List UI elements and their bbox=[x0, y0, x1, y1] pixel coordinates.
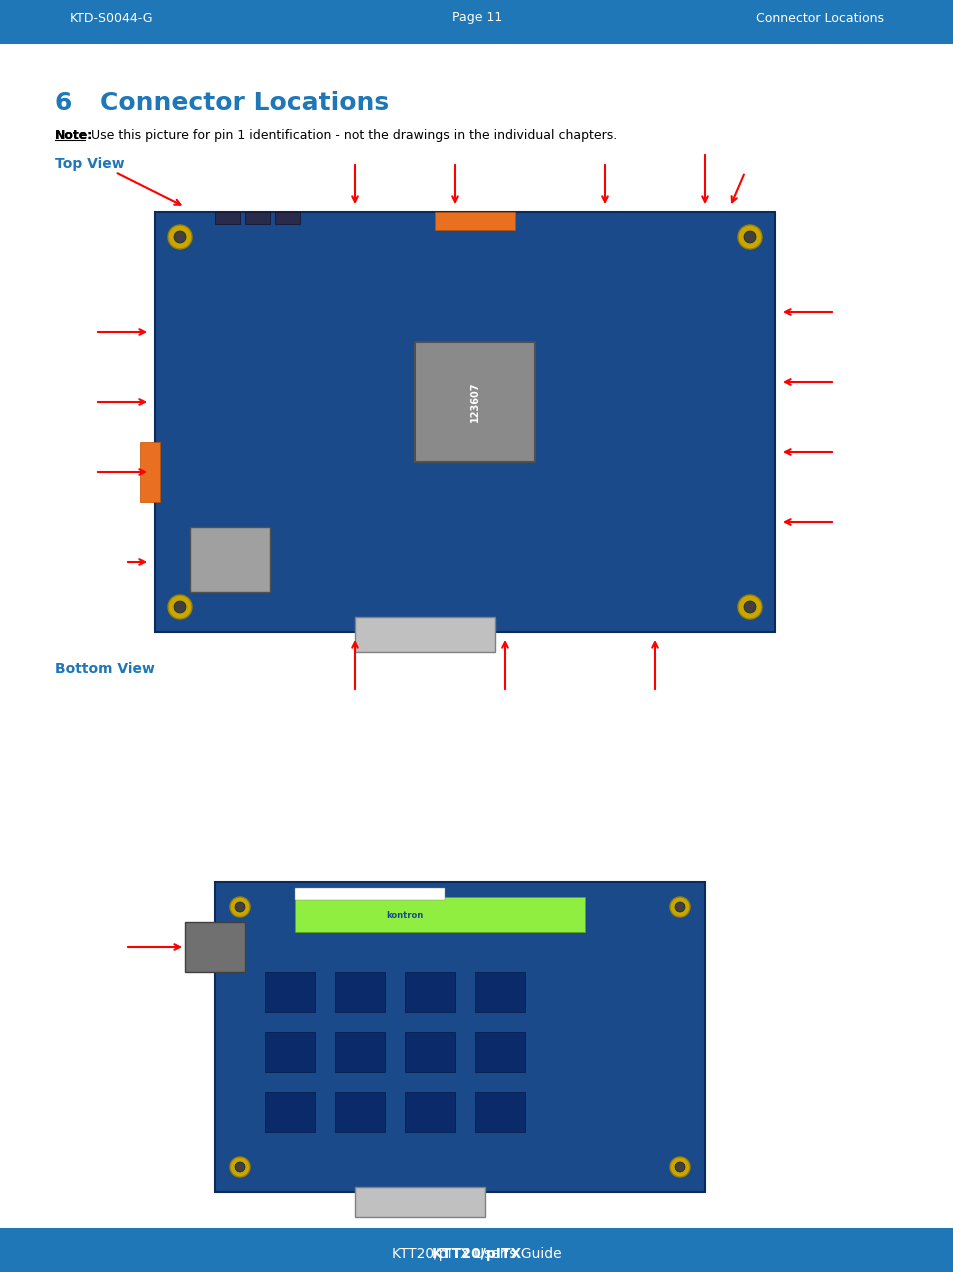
Text: Use this picture for pin 1 identification - not the drawings in the individual c: Use this picture for pin 1 identificatio… bbox=[87, 128, 617, 142]
Text: Connector Locations: Connector Locations bbox=[755, 11, 883, 24]
Circle shape bbox=[669, 1158, 689, 1177]
Circle shape bbox=[675, 902, 684, 912]
Circle shape bbox=[743, 600, 755, 613]
Circle shape bbox=[234, 902, 245, 912]
Bar bbox=[335, 1091, 385, 1132]
Bar bbox=[405, 972, 455, 1013]
Bar bbox=[190, 527, 270, 591]
Bar bbox=[335, 972, 385, 1013]
Bar bbox=[355, 1187, 484, 1217]
Text: 123607: 123607 bbox=[470, 382, 479, 422]
Text: Top View: Top View bbox=[55, 156, 125, 170]
Text: kontron: kontron bbox=[386, 911, 423, 920]
Bar bbox=[335, 1032, 385, 1072]
Circle shape bbox=[738, 225, 761, 249]
Bar bbox=[274, 212, 299, 224]
Text: Page 11: Page 11 bbox=[452, 11, 501, 24]
Bar bbox=[0, 18, 953, 36]
Bar bbox=[214, 881, 704, 1192]
Bar bbox=[0, 1236, 953, 1254]
Circle shape bbox=[743, 232, 755, 243]
Bar bbox=[245, 212, 270, 224]
Bar bbox=[154, 212, 774, 632]
FancyBboxPatch shape bbox=[0, 0, 953, 45]
Text: KTT20/pITX: KTT20/pITX bbox=[432, 1247, 521, 1261]
FancyBboxPatch shape bbox=[0, 1227, 953, 1272]
Circle shape bbox=[738, 595, 761, 619]
Bar bbox=[405, 1032, 455, 1072]
Bar bbox=[475, 1032, 524, 1072]
Circle shape bbox=[168, 225, 192, 249]
Circle shape bbox=[173, 600, 186, 613]
Text: Bottom View: Bottom View bbox=[55, 661, 154, 675]
Text: KTD-S0044-G: KTD-S0044-G bbox=[70, 11, 153, 24]
Text: Note:: Note: bbox=[55, 128, 93, 142]
Bar bbox=[435, 212, 515, 230]
Bar bbox=[405, 1091, 455, 1132]
Bar bbox=[214, 212, 240, 224]
Bar bbox=[265, 1091, 314, 1132]
Bar bbox=[140, 441, 160, 502]
Bar bbox=[265, 972, 314, 1013]
Bar bbox=[294, 897, 584, 932]
Bar bbox=[294, 888, 444, 901]
Text: 6: 6 bbox=[55, 92, 72, 114]
Bar bbox=[475, 972, 524, 1013]
Circle shape bbox=[230, 897, 250, 917]
Text: Note:: Note: bbox=[55, 128, 93, 142]
Circle shape bbox=[675, 1163, 684, 1172]
Bar bbox=[415, 342, 535, 462]
Circle shape bbox=[173, 232, 186, 243]
Circle shape bbox=[168, 595, 192, 619]
Circle shape bbox=[234, 1163, 245, 1172]
Bar bbox=[265, 1032, 314, 1072]
Bar bbox=[185, 922, 245, 972]
Bar bbox=[355, 617, 495, 653]
Circle shape bbox=[230, 1158, 250, 1177]
Bar bbox=[475, 1091, 524, 1132]
Text: Connector Locations: Connector Locations bbox=[100, 92, 389, 114]
Text: KTT20/pITX User's Guide: KTT20/pITX User's Guide bbox=[392, 1247, 561, 1261]
Circle shape bbox=[669, 897, 689, 917]
